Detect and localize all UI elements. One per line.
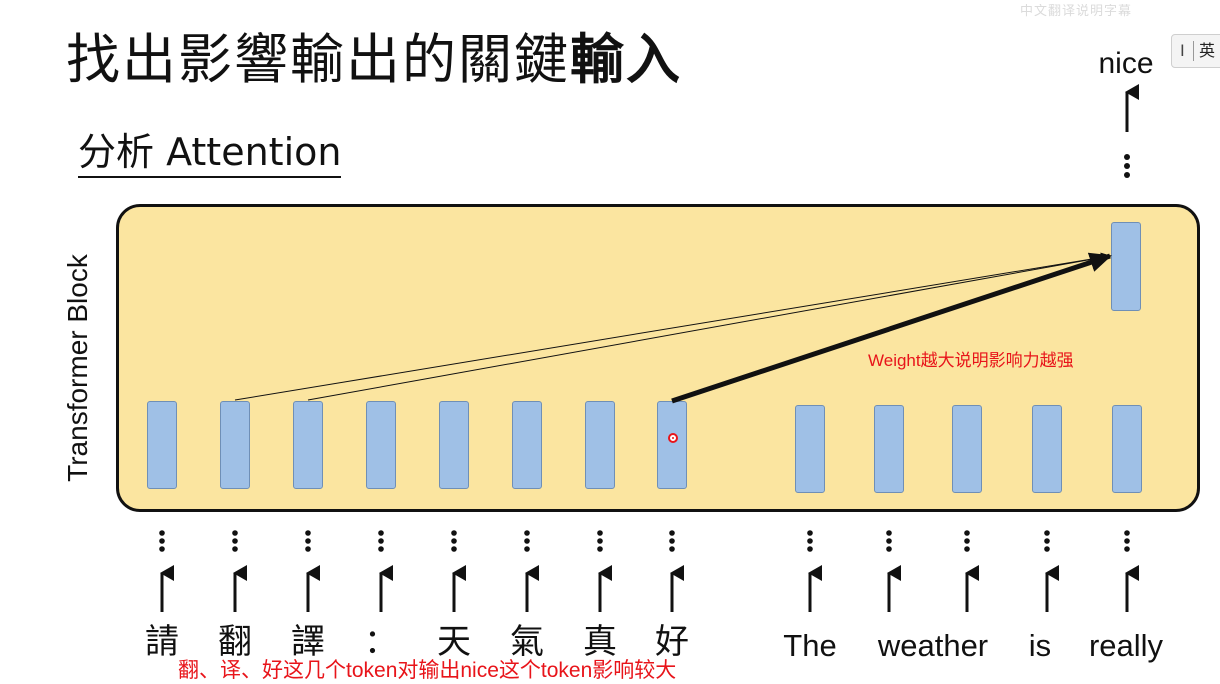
output-dot — [1124, 163, 1130, 169]
column-dot — [232, 530, 238, 536]
input-vector — [1032, 405, 1062, 493]
column-dot — [597, 538, 603, 544]
input-token: 請 — [145, 622, 179, 662]
input-vector — [147, 401, 177, 489]
pointer-cursor-icon — [668, 433, 678, 443]
column-dot — [524, 546, 530, 552]
input-vector — [585, 401, 615, 489]
column-dot — [378, 530, 384, 536]
column-dot — [1124, 538, 1130, 544]
input-vector — [657, 401, 687, 489]
input-vector — [1112, 405, 1142, 493]
output-token: nice — [1098, 47, 1154, 80]
column-dot — [451, 538, 457, 544]
input-token: really — [1088, 628, 1164, 663]
input-vector — [293, 401, 323, 489]
column-dot — [597, 530, 603, 536]
column-dot — [807, 530, 813, 536]
input-vector — [874, 405, 904, 493]
column-dot — [305, 546, 311, 552]
column-dot — [451, 530, 457, 536]
column-dot — [232, 538, 238, 544]
slide-title: 找出影響輸出的關鍵輸入 — [66, 22, 682, 98]
watermark: 中文翻译说明字幕 — [1020, 4, 1133, 19]
column-dot — [1044, 538, 1050, 544]
column-dot — [886, 546, 892, 552]
column-dot — [669, 546, 675, 552]
column-dot — [378, 546, 384, 552]
input-token: 氣 — [510, 622, 544, 662]
column-dot — [305, 538, 311, 544]
column-dot — [524, 530, 530, 536]
column-dot — [305, 530, 311, 536]
column-dot — [886, 538, 892, 544]
column-dot — [378, 538, 384, 544]
input-token: The — [783, 628, 837, 663]
column-dot — [1044, 530, 1050, 536]
weak-attention-arrow — [307, 252, 1111, 401]
column-dot — [1044, 546, 1050, 552]
column-dot — [159, 530, 165, 536]
input-vector — [512, 401, 542, 489]
input-token: is — [1028, 628, 1052, 663]
column-dot — [669, 538, 675, 544]
input-token: ： — [364, 622, 398, 662]
weight-annotation: Weight越大说明影响力越强 — [868, 351, 1074, 370]
column-dot — [1124, 546, 1130, 552]
input-token: 譯 — [291, 622, 325, 662]
ime-language: 英 — [1199, 41, 1216, 60]
ime-divider — [1193, 41, 1194, 61]
token-up-arrows — [159, 530, 1139, 612]
column-dot — [669, 530, 675, 536]
column-dot — [451, 546, 457, 552]
input-vector — [439, 401, 469, 489]
ime-indicator[interactable]: I 英 — [1171, 34, 1220, 68]
weak-attention-arrow — [234, 252, 1111, 401]
input-token: 天 — [437, 622, 471, 662]
column-dot — [1124, 530, 1130, 536]
column-dot — [807, 546, 813, 552]
strong-attention-arrow — [671, 252, 1112, 404]
output-dot — [1124, 172, 1130, 178]
column-dot — [159, 546, 165, 552]
ime-cursor-icon: I — [1180, 41, 1185, 60]
title-main: 找出影響輸出的關鍵 — [66, 28, 570, 91]
input-token: 翻 — [218, 622, 252, 662]
column-dot — [964, 546, 970, 552]
column-dot — [232, 546, 238, 552]
input-vector — [952, 405, 982, 493]
title-bold: 輸入 — [570, 28, 682, 91]
input-token: 真 — [583, 622, 617, 662]
column-dot — [159, 538, 165, 544]
column-dot — [597, 546, 603, 552]
bottom-annotation: 翻、译、好这几个token对输出nice这个token影响较大 — [178, 659, 677, 682]
input-token: 好 — [655, 622, 689, 662]
input-vector — [795, 405, 825, 493]
output-dot — [1124, 154, 1130, 160]
input-vector — [366, 401, 396, 489]
output-column — [1124, 84, 1139, 178]
column-dot — [964, 530, 970, 536]
input-token: weather — [877, 628, 989, 663]
column-dot — [886, 530, 892, 536]
slide-subtitle: 分析 Attention — [78, 128, 342, 178]
input-vector — [220, 401, 250, 489]
column-dot — [964, 538, 970, 544]
attention-arrows — [234, 252, 1112, 404]
column-dot — [807, 538, 813, 544]
column-dot — [524, 538, 530, 544]
